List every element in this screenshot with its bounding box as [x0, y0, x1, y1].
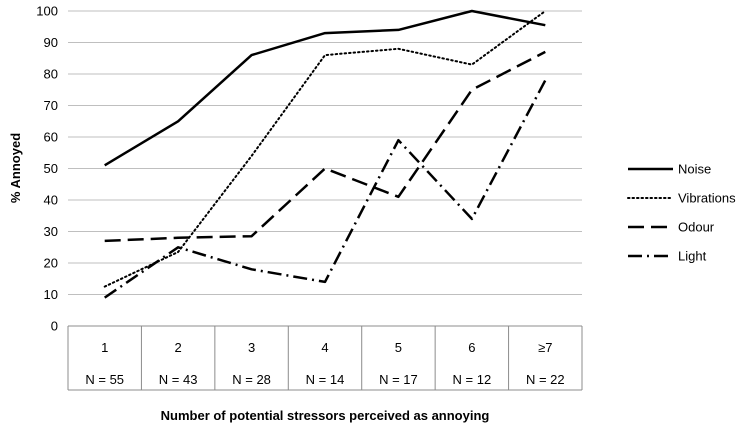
x-category-label: 5 — [395, 340, 402, 355]
legend: Noise Vibrations Odour Light — [627, 162, 736, 264]
x-axis-title: Number of potential stressors perceived … — [161, 408, 490, 423]
y-axis-title: % Annoyed — [8, 133, 23, 203]
series-lines — [103, 9, 547, 299]
gridlines — [68, 10, 582, 327]
y-tick-label: 70 — [44, 98, 58, 113]
series-line-odour — [104, 50, 546, 243]
x-category-label: 2 — [175, 340, 182, 355]
series-line-light — [103, 79, 547, 299]
legend-label: Vibrations — [678, 191, 736, 206]
x-category-count: N = 28 — [232, 372, 271, 387]
y-tick-label: 50 — [44, 161, 58, 176]
x-category-label: 6 — [468, 340, 475, 355]
y-axis-ticks: 0 10 20 30 40 50 60 70 80 90 100 — [36, 4, 58, 334]
x-category-count: N = 55 — [85, 372, 124, 387]
x-category-label: ≥7 — [538, 340, 552, 355]
y-tick-label: 30 — [44, 224, 58, 239]
x-category-count: N = 22 — [526, 372, 565, 387]
series-line-vibrations — [103, 10, 547, 288]
y-tick-label: 0 — [51, 319, 58, 334]
x-category-count: N = 14 — [306, 372, 345, 387]
legend-label: Noise — [678, 162, 711, 177]
x-category-count: N = 12 — [453, 372, 492, 387]
y-tick-label: 10 — [44, 287, 58, 302]
y-tick-label: 80 — [44, 67, 58, 82]
x-category-label: 4 — [321, 340, 328, 355]
series-line-noise — [104, 9, 546, 167]
y-tick-label: 20 — [44, 256, 58, 271]
category-table: 1 N = 55 2 N = 43 3 N = 28 4 N = 14 5 N = 17 6 N = … — [67, 326, 583, 391]
legend-label: Light — [678, 249, 707, 264]
x-category-label: 3 — [248, 340, 255, 355]
y-tick-label: 40 — [44, 193, 58, 208]
x-category-label: 1 — [101, 340, 108, 355]
x-category-count: N = 17 — [379, 372, 418, 387]
y-tick-label: 90 — [44, 35, 58, 50]
legend-label: Odour — [678, 220, 715, 235]
y-tick-label: 100 — [36, 4, 58, 19]
x-category-count: N = 43 — [159, 372, 198, 387]
y-tick-label: 60 — [44, 130, 58, 145]
